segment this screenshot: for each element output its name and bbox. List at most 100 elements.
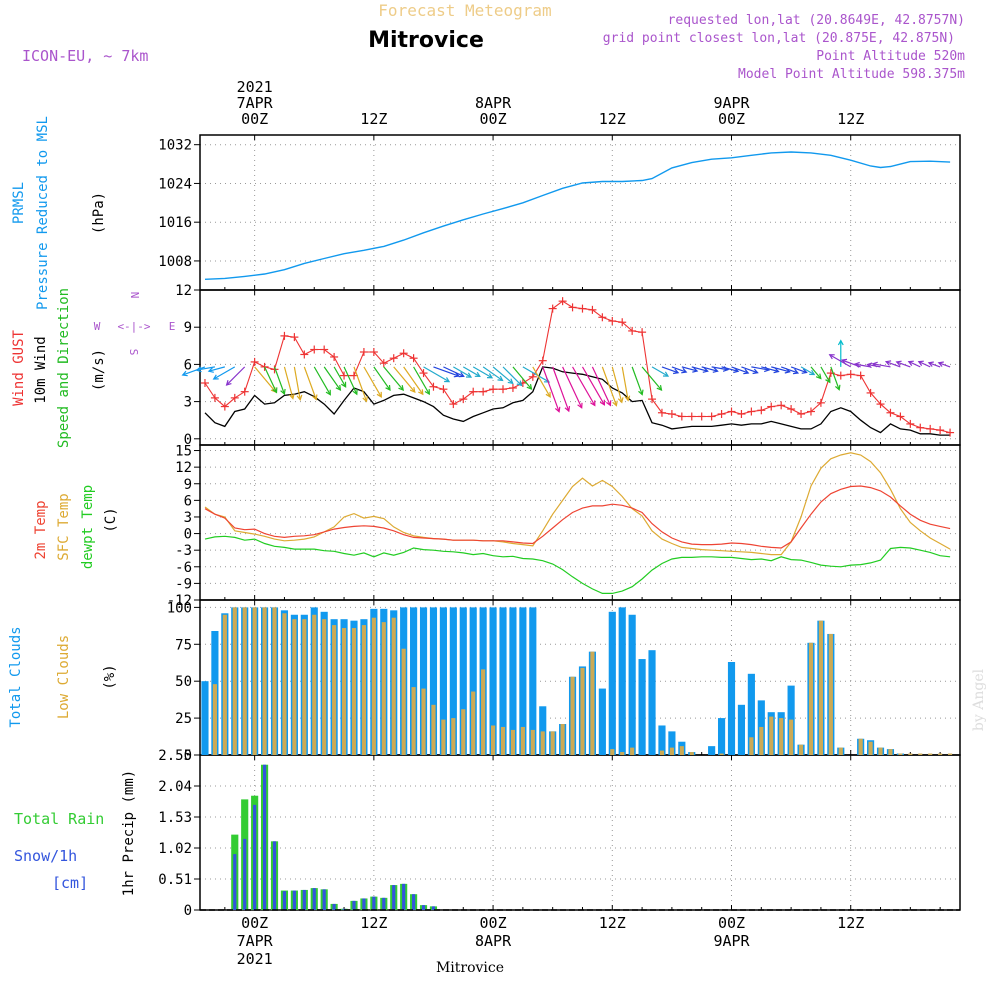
wind-label-speed: 10m Wind	[33, 336, 49, 403]
total-clouds-bar	[201, 681, 209, 755]
gust-marker	[250, 357, 259, 366]
temp-frame	[199, 444, 961, 601]
wind-arrow-head	[835, 384, 841, 391]
total-clouds-bar	[539, 706, 547, 755]
wind-arrow-shaft	[343, 366, 358, 395]
wind-arrow-shaft	[671, 366, 687, 373]
wind-arrow-shaft	[651, 366, 669, 377]
wind-arrow-head	[681, 367, 688, 374]
wind-direction-arrow	[462, 366, 481, 378]
wind-arrow-shaft	[938, 362, 951, 368]
compass-e: E	[169, 320, 176, 333]
wind-direction-arrow	[283, 366, 295, 400]
precip-ytick-label: 0	[184, 903, 192, 919]
top-time-label: 00Z	[480, 110, 507, 128]
wind-direction-arrow	[443, 366, 465, 378]
low-clouds-bar	[689, 752, 694, 755]
low-clouds-bar	[769, 716, 774, 755]
panels-layer: 1008101610241032036912-12-9-6-3036912150…	[8, 78, 961, 968]
wind-arrow-shaft	[512, 366, 532, 390]
wind-direction-arrow	[181, 366, 206, 377]
wind-direction-arrow	[601, 366, 618, 407]
pressure-line	[204, 151, 951, 280]
wind-arrow-shaft	[591, 366, 611, 406]
wind-direction-arrow	[611, 366, 624, 404]
gust-marker	[270, 365, 279, 374]
temp-ytick-label: 0	[184, 527, 192, 543]
wind-direction-arrow	[927, 361, 941, 368]
wind-direction-arrow	[671, 366, 688, 374]
wind-direction-arrow	[828, 354, 852, 368]
wind-direction-arrow	[472, 366, 494, 379]
wind-arrow-head	[296, 394, 303, 402]
wind-arrow-shaft	[283, 366, 294, 399]
wind-direction-arrow	[552, 366, 571, 413]
wind-arrow-shaft	[462, 366, 481, 377]
wind-direction-arrow	[293, 366, 303, 402]
low-clouds-bar	[451, 718, 456, 755]
wind-arrow-head	[702, 367, 709, 373]
wind-arrow-shaft	[264, 366, 278, 393]
total-clouds-bar	[747, 673, 755, 755]
wind-arrow-head	[312, 394, 318, 401]
wind-arrow-head	[840, 358, 848, 365]
snow-bar	[392, 885, 396, 910]
wind-arrow-shaft	[323, 366, 341, 391]
wind-direction-arrow	[343, 366, 358, 396]
wind-direction-arrow	[895, 360, 911, 368]
wind-direction-arrow	[731, 366, 750, 375]
precip-frame	[199, 754, 961, 911]
wind-arrow-head	[871, 361, 878, 368]
compass-w: W	[94, 320, 101, 333]
wind-arrow-shaft	[363, 366, 382, 398]
low-clouds-bar	[858, 738, 863, 755]
wind-arrow-head	[385, 384, 391, 392]
low-clouds-bar	[520, 726, 525, 755]
wind-arrow-shaft	[601, 366, 618, 406]
wind-arrow-head	[497, 375, 504, 382]
gust-marker	[876, 400, 885, 409]
wind-arrow-shaft	[611, 366, 623, 403]
low-clouds-bar	[371, 617, 376, 755]
wind-arrow-shaft	[780, 366, 799, 374]
low-clouds-bar	[669, 747, 674, 755]
wind-arrow-shaft	[182, 366, 206, 376]
low-clouds-bar	[789, 719, 794, 755]
low-clouds-bar	[610, 749, 615, 755]
precip-panel: 0 0.51 1.02 1.53 2.04 2.55	[158, 748, 961, 919]
low-clouds-bar	[322, 619, 327, 755]
wind-arrow-head	[866, 362, 873, 369]
bottom-time-label: 00Z	[718, 914, 745, 932]
wind-arrow-shaft	[681, 366, 698, 372]
gust-marker	[717, 410, 726, 418]
gust-marker	[926, 424, 935, 433]
low-clouds-bar	[302, 619, 307, 755]
wind-direction-arrow	[195, 366, 216, 373]
low-clouds-bar	[888, 749, 893, 755]
gust-marker	[588, 305, 597, 314]
wind-arrow-head	[773, 367, 780, 374]
low-clouds-bar	[262, 607, 267, 755]
gust-marker	[697, 412, 706, 421]
gust-marker	[439, 385, 448, 394]
wind-arrow-head	[662, 371, 670, 377]
bottom-time-label: 00Z	[241, 914, 268, 932]
wind-arrow-shaft	[701, 366, 718, 372]
temp-ytick-label: -12	[167, 593, 192, 609]
low-clouds-bar	[878, 747, 883, 755]
wind-arrow-shaft	[820, 366, 831, 383]
wind-direction-arrow	[492, 366, 514, 385]
wind-arrow-shaft	[542, 366, 560, 412]
wind-direction-arrow	[512, 366, 533, 390]
wind-arrow-head	[280, 388, 286, 396]
wind-direction-arrow	[907, 360, 921, 368]
gust-marker	[806, 407, 815, 416]
wind-arrow-head	[673, 368, 680, 375]
wind-direction-arrow	[866, 362, 881, 369]
wind-ytick-label: 9	[184, 320, 192, 336]
wind-direction-arrow	[780, 366, 800, 375]
precip-label-rain: Total Rain	[14, 810, 104, 828]
wind-direction-arrow	[884, 360, 901, 368]
wind-arrow-shaft	[443, 366, 464, 377]
dewpt-temp-line	[204, 535, 951, 594]
